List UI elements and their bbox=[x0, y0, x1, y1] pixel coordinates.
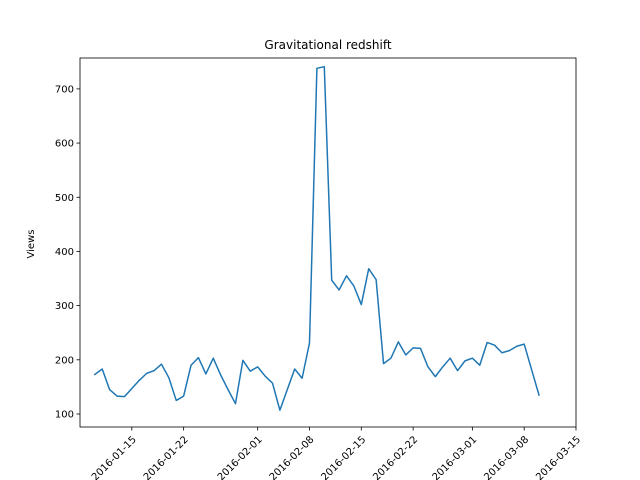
y-tick-label: 300 bbox=[55, 301, 74, 312]
y-tick-label: 400 bbox=[55, 247, 74, 258]
y-tick-label: 600 bbox=[55, 139, 74, 150]
y-tick-label: 200 bbox=[55, 355, 74, 366]
series-line bbox=[93, 65, 540, 411]
y-tick-label: 500 bbox=[55, 193, 74, 204]
y-tick-label: 100 bbox=[55, 409, 74, 420]
plot-area-frame bbox=[79, 57, 577, 428]
chart-title: Gravitational redshift bbox=[264, 38, 391, 52]
y-axis-label: Views bbox=[26, 230, 37, 259]
y-tick-label: 700 bbox=[55, 84, 74, 95]
